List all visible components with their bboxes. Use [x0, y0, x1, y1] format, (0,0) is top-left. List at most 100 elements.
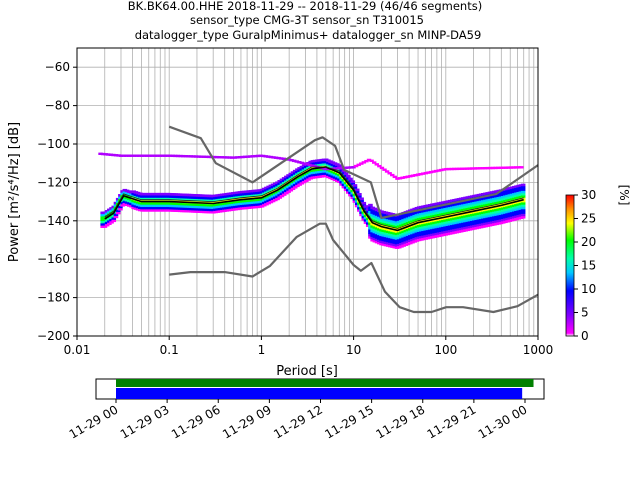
- density-outlier-cell: [452, 167, 457, 171]
- density-outlier-cell: [464, 167, 470, 170]
- density-outlier-cell: [322, 167, 328, 171]
- density-outlier-cell: [475, 167, 480, 170]
- density-outlier-cell: [204, 155, 209, 159]
- plot-frame: [76, 47, 539, 337]
- density-outlier-cell: [178, 154, 183, 158]
- density-outlier-cell: [415, 173, 421, 176]
- density-cell: [346, 175, 351, 178]
- density-cell: [520, 185, 526, 189]
- chart-title-line3: datalogger_type GuralpMinimus+ datalogge…: [135, 28, 482, 42]
- density-outlier-cell: [276, 156, 281, 160]
- density-cell: [354, 190, 360, 194]
- density-outlier-cell: [113, 154, 119, 157]
- density-outlier-cell: [498, 166, 503, 170]
- density-outlier-cell: [291, 159, 297, 163]
- density-outlier-cell: [134, 154, 139, 157]
- density-outlier-cell: [513, 166, 519, 169]
- density-outlier-cell: [173, 154, 178, 158]
- density-outlier-cell: [118, 154, 124, 157]
- density-cell: [279, 194, 285, 198]
- density-cell: [352, 184, 358, 187]
- mean-line: [104, 166, 524, 229]
- density-cell: [281, 193, 287, 196]
- y-tick-label: −60: [45, 60, 70, 74]
- timeline-bars: [116, 379, 534, 399]
- density-outlier-cell: [392, 175, 398, 179]
- colorbar-tick-label: 5: [581, 306, 589, 320]
- density-outlier-cell: [152, 154, 157, 157]
- density-outlier-cell: [395, 177, 400, 180]
- density-outlier-cell: [224, 156, 230, 159]
- x-axis-ticks: 0.01 0.1 1 10 100 1000: [64, 336, 553, 357]
- density-outlier-cell: [160, 154, 165, 157]
- density-cell: [520, 188, 526, 191]
- density-outlier-cell: [191, 155, 196, 158]
- plot-background: [77, 48, 538, 336]
- density-cell: [520, 213, 526, 217]
- density-outlier-cell: [147, 154, 152, 157]
- noise-models: [168, 125, 539, 314]
- chart-title-line2: sensor_type CMG-3T sensor_sn T310015: [190, 13, 424, 27]
- density-outlier-cell: [390, 173, 395, 177]
- density-outlier-cell: [149, 154, 155, 157]
- density-outlier-cell: [408, 175, 413, 178]
- density-outlier-cell: [490, 166, 496, 170]
- density-outlier-cell: [258, 154, 263, 157]
- density-outlier-cell: [186, 155, 191, 158]
- density-outlier-cell: [162, 154, 168, 157]
- mode-mean-curves: [104, 166, 524, 232]
- density-cell: [115, 209, 121, 213]
- density-cell: [102, 225, 108, 228]
- density-cell: [111, 217, 117, 220]
- density-cell: [284, 191, 289, 195]
- density-cell: [520, 211, 526, 214]
- density-outlier-cell: [286, 158, 292, 161]
- density-cell: [520, 195, 526, 198]
- density-cell: [113, 213, 119, 216]
- y-tick-label: −200: [37, 329, 70, 343]
- timeline-tick-label: 11-30 00: [476, 402, 530, 441]
- density-outlier-cell: [454, 167, 459, 171]
- density-cell: [352, 186, 358, 190]
- density-outlier-cell: [508, 166, 514, 169]
- density-outlier-cell: [248, 155, 253, 158]
- timeline-tick-label: 11-29 06: [169, 402, 223, 441]
- density-outlier-cell: [506, 166, 511, 169]
- density-outlier-cell: [100, 152, 106, 156]
- density-outlier-cell: [255, 154, 261, 158]
- density-cell: [520, 190, 526, 194]
- density-cell: [359, 197, 364, 201]
- density-outlier-cell: [444, 167, 449, 171]
- y-tick-label: −180: [37, 291, 70, 305]
- density-cell: [111, 219, 117, 223]
- density-cell: [520, 204, 526, 207]
- density-outlier-cell: [436, 169, 441, 172]
- density-outlier-cell: [116, 154, 121, 157]
- density-outlier-cell: [361, 161, 367, 164]
- density-outlier-cell: [359, 162, 364, 165]
- density-outlier-cell: [201, 155, 207, 158]
- density-outlier-cell: [366, 158, 372, 162]
- density-outlier-cell: [426, 171, 431, 174]
- density-outlier-cell: [503, 166, 509, 169]
- density-outlier-cell: [369, 159, 374, 162]
- density-outlier-cell: [495, 166, 501, 170]
- timeline-tick-label: 11-29 18: [374, 402, 428, 441]
- density-cell: [277, 196, 283, 199]
- density-cell: [288, 188, 294, 192]
- density-outlier-cell: [193, 155, 199, 158]
- density-outlier-cell: [235, 156, 240, 159]
- density-outlier-cell: [126, 154, 132, 157]
- density-outlier-cell: [519, 166, 524, 169]
- density-outlier-cell: [268, 155, 274, 159]
- density-outlier-cell: [397, 177, 403, 180]
- density-outlier-cell: [297, 161, 302, 164]
- density-cell: [361, 201, 367, 205]
- density-outlier-cell: [346, 166, 351, 169]
- density-outlier-cell: [250, 155, 256, 158]
- density-outlier-cell: [459, 167, 465, 170]
- density-outlier-cell: [260, 154, 266, 158]
- colorbar: 0 5 10 15 20 25 30 [%]: [565, 185, 631, 343]
